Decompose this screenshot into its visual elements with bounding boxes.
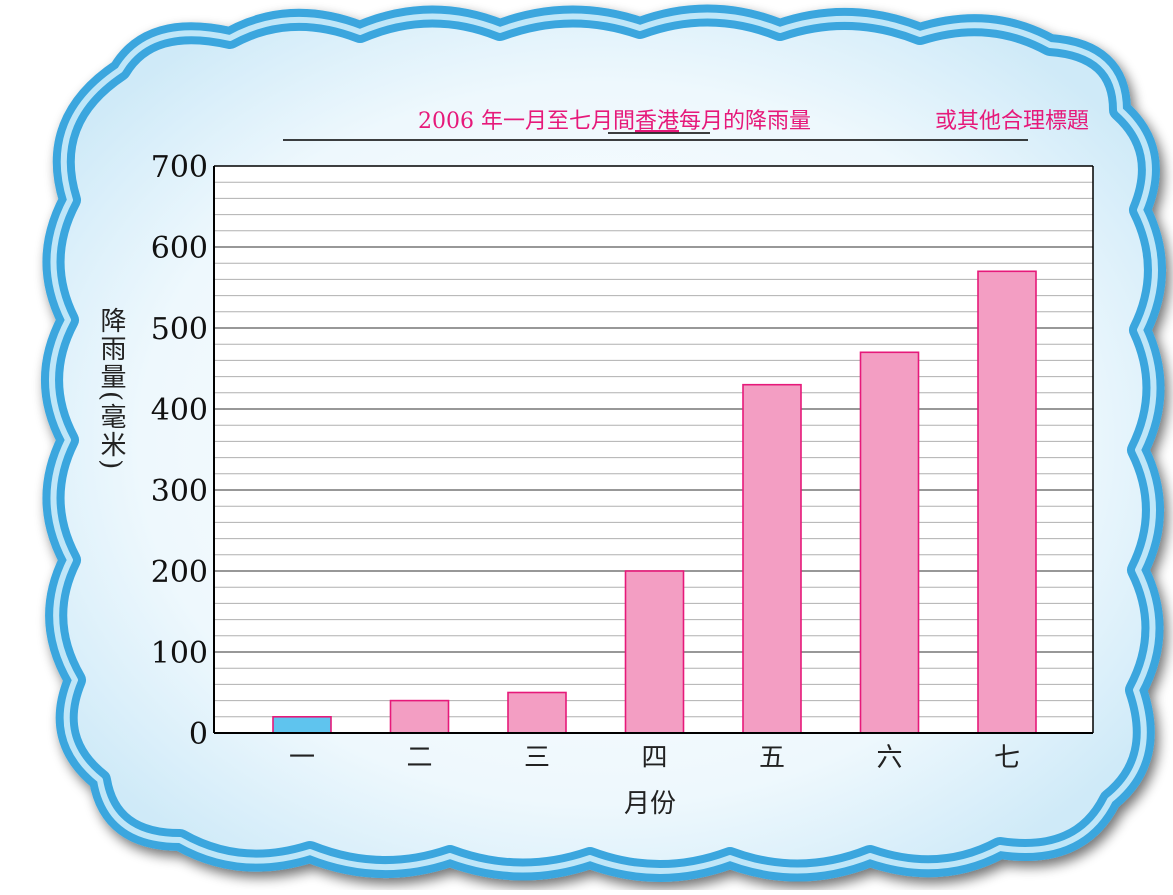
x-tick-label: 五 — [759, 743, 785, 773]
x-tick-label: 二 — [406, 743, 432, 773]
title-alt-note: 或其他合理標題 — [935, 109, 1089, 134]
y-tick-label: 300 — [151, 474, 208, 509]
title-text-underlined: 香港 — [635, 109, 679, 134]
title-text-after: 每月的降雨量 — [679, 109, 811, 134]
chart-title: 2006 年一月至七月間香港每月的降雨量 或其他合理標題 — [283, 109, 1089, 141]
y-axis-label: 降雨量(毫米) — [96, 307, 126, 471]
x-axis-label: 月份 — [624, 789, 676, 819]
bar-2 — [389, 699, 450, 734]
grid-lines — [214, 181, 1093, 718]
x-tick-label: 三 — [524, 743, 550, 773]
plot-area: 0 100 200 300 400 500 600 700 一 二 三 四 五 六 七 — [151, 150, 1094, 773]
bar-6 — [859, 351, 920, 734]
bar-1 — [272, 715, 332, 734]
bar-3 — [507, 691, 567, 734]
title-text: 2006 年一月至七月間香港每月的降雨量 — [418, 109, 811, 134]
y-tick-label: 100 — [151, 636, 208, 671]
x-tick-labels: 一二三四五六七 — [289, 743, 1020, 773]
bar-7 — [977, 270, 1037, 734]
bar-5 — [742, 383, 802, 734]
y-tick-label: 600 — [151, 231, 208, 266]
x-tick-label: 七 — [994, 743, 1020, 773]
y-tick-label: 400 — [151, 393, 208, 428]
y-tick-label: 700 — [151, 150, 208, 185]
title-text-before: 2006 年一月至七月間 — [418, 109, 635, 134]
y-tick-label: 200 — [151, 555, 208, 590]
x-tick-label: 一 — [289, 743, 315, 773]
x-tick-label: 四 — [641, 743, 667, 773]
y-tick-label: 500 — [151, 312, 208, 347]
y-tick-labels: 0 100 200 300 400 500 600 700 — [151, 150, 208, 752]
y-tick-label: 0 — [189, 717, 208, 752]
x-tick-label: 六 — [876, 743, 902, 773]
bar-4 — [624, 570, 685, 734]
